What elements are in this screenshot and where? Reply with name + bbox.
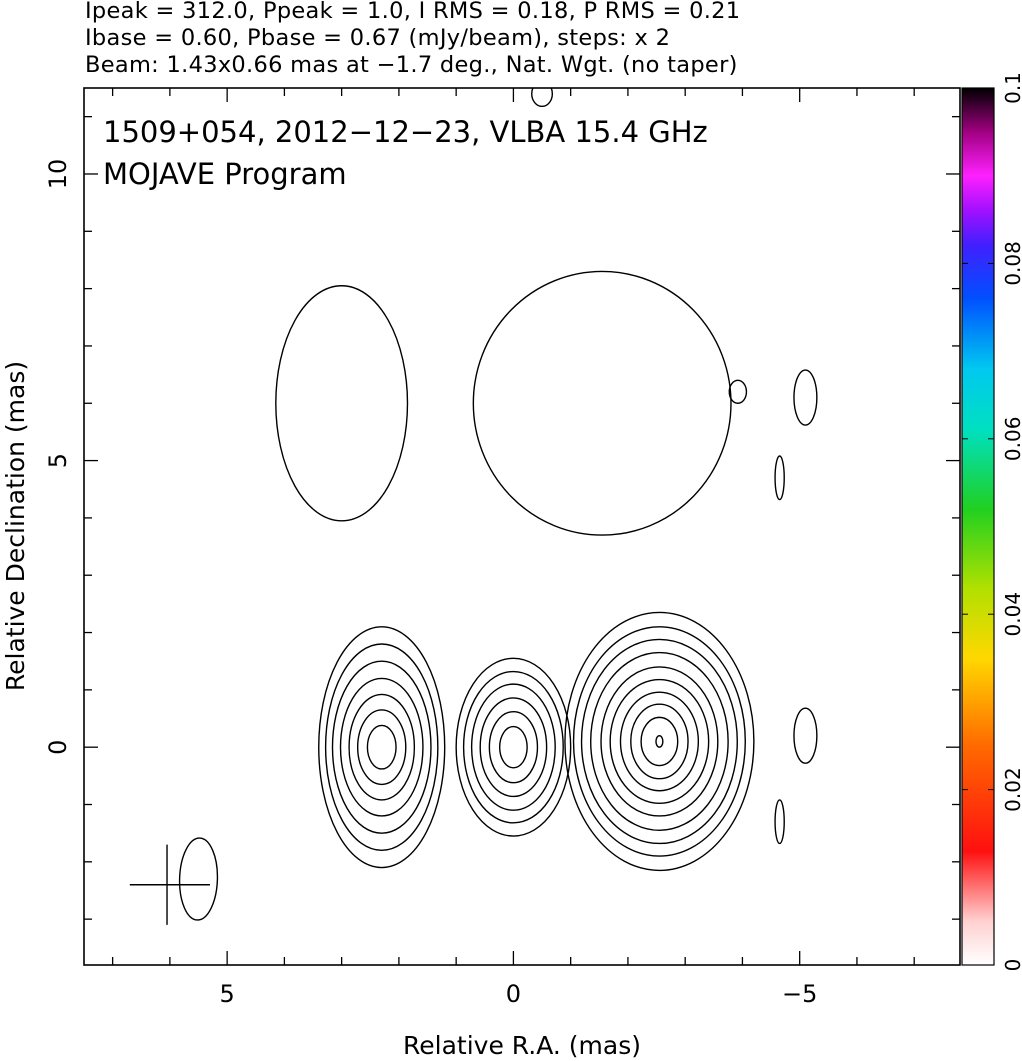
contour-level-1	[275, 285, 409, 522]
chart-title: 1509+054, 2012−12−23, VLBA 15.4 GHz	[103, 115, 708, 149]
contour-level-1	[793, 369, 818, 426]
colorbar	[962, 88, 994, 965]
y-tick-labels: 0 5 10	[44, 159, 72, 755]
contour-level-1	[774, 455, 785, 501]
contour-level-4	[479, 697, 548, 798]
contour-level-4	[339, 677, 424, 817]
contour-level-8	[630, 703, 689, 780]
contour-level-1	[728, 379, 748, 404]
contour-level-6	[609, 678, 710, 805]
y-tick-label: 10	[44, 159, 72, 190]
colorbar-tick-label: 0.06	[1001, 417, 1022, 462]
contour-level-9	[640, 716, 679, 767]
plot-frame	[83, 87, 961, 966]
colorbar-frame	[961, 87, 995, 966]
contour-level-1	[774, 799, 785, 845]
y-tick-label: 0	[44, 740, 72, 755]
contour-level-2	[462, 670, 564, 824]
contour-level-1	[455, 657, 572, 837]
y-tick-label: 5	[44, 453, 72, 468]
contour-level-7	[619, 691, 700, 792]
contour-level-1	[531, 88, 554, 108]
contour-level-4	[590, 651, 729, 831]
x-tick-label: 0	[506, 980, 521, 1008]
x-tick-labels: 5 0 −5	[219, 980, 817, 1008]
contour-level-2	[324, 643, 439, 852]
header-line-2: Ibase = 0.60, Pbase = 0.67 (mJy/beam), s…	[85, 25, 671, 51]
contour-level-6	[498, 725, 528, 769]
contour-level-3	[331, 660, 432, 834]
contour-level-3	[470, 683, 556, 811]
contour-level-5	[488, 710, 539, 784]
y-axis-label: Relative Declination (mas)	[1, 361, 30, 691]
colorbar-tick-label: 0	[1001, 959, 1022, 972]
colorbar-tick-label: 0.1	[1001, 72, 1022, 104]
x-axis-label: Relative R.A. (mas)	[403, 1031, 641, 1060]
header-line-3: Beam: 1.43x0.66 mas at −1.7 deg., Nat. W…	[85, 52, 738, 78]
contour-layer	[275, 88, 818, 872]
contour-level-5	[348, 693, 416, 801]
x-tick-label: 5	[219, 980, 234, 1008]
contour-level-3	[580, 638, 738, 845]
colorbar-tick-label: 0.08	[1001, 241, 1022, 286]
header-line-1: Ipeak = 312.0, Ppeak = 1.0, I RMS = 0.18…	[85, 0, 741, 24]
chart-subtitle: MOJAVE Program	[103, 157, 347, 191]
contour-level-5	[600, 666, 719, 817]
beam-marker	[129, 837, 219, 925]
x-tick-label: −5	[782, 980, 817, 1008]
contour-level-1	[793, 707, 818, 764]
contour-level-2	[572, 626, 746, 857]
contour-level-1	[564, 611, 755, 872]
colorbar-tick-label: 0.04	[1001, 592, 1022, 637]
contour-level-7	[366, 724, 397, 770]
colorbar-tick-label: 0.02	[1001, 767, 1022, 812]
contour-level-6	[356, 709, 407, 786]
contour-level-1	[318, 626, 446, 869]
contour-level-1	[472, 270, 732, 536]
colorbar-tick-labels: 0 0.02 0.04 0.06 0.08 0.1	[962, 72, 1022, 971]
axis-ticks	[84, 88, 960, 965]
contour-level-10	[655, 735, 664, 748]
beam-ellipse	[178, 837, 219, 921]
